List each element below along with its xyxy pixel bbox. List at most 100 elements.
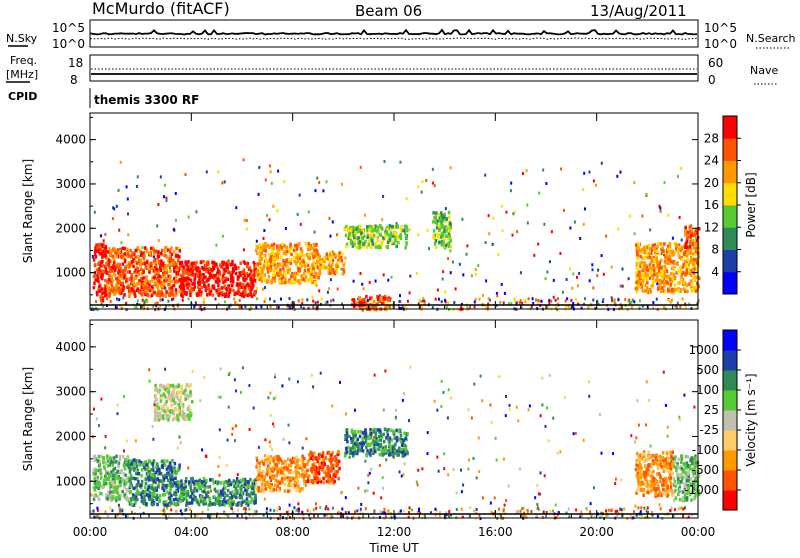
velocity-cell <box>109 457 112 461</box>
freq-label: Freq. <box>10 54 37 67</box>
velocity-cell <box>164 368 166 371</box>
power-cell <box>178 290 181 294</box>
velocity-cell <box>331 404 333 407</box>
power-cell <box>305 261 308 265</box>
power-cell <box>513 297 515 300</box>
velocity-cell <box>262 486 265 490</box>
velocity-cell <box>234 439 236 442</box>
velocity-cell <box>583 439 585 442</box>
velocity-cell <box>149 380 151 383</box>
power-cell <box>270 170 272 173</box>
velocity-cell <box>205 479 208 483</box>
power-cell <box>195 261 198 265</box>
power-cell <box>121 282 124 286</box>
nsearch-label: N.Search <box>746 32 796 45</box>
power-cell <box>162 298 164 301</box>
power-cell <box>281 263 284 267</box>
power-cell <box>635 281 638 285</box>
velocity-cell <box>333 473 336 477</box>
velocity-cell <box>549 510 551 513</box>
power-cell <box>153 259 156 263</box>
power-cell <box>215 298 217 301</box>
power-cell <box>504 292 506 295</box>
power-cell <box>574 221 576 224</box>
velocity-cell <box>264 498 266 501</box>
power-cell <box>578 272 580 275</box>
power-cell <box>277 256 280 259</box>
power-cell <box>170 262 173 266</box>
power-cell <box>157 278 160 282</box>
velocity-cell <box>239 488 242 492</box>
power-cell <box>140 268 143 272</box>
power-cell <box>589 171 591 174</box>
velocity-cell <box>439 515 441 518</box>
velocity-cell <box>185 480 188 484</box>
velocity-cell <box>165 484 168 488</box>
power-cell <box>108 274 111 278</box>
power-cell <box>209 292 212 296</box>
power-cell <box>145 279 148 283</box>
velocity-cell <box>395 416 397 419</box>
power-cell <box>102 264 105 268</box>
power-cell <box>528 297 530 300</box>
velocity-cell <box>325 507 327 510</box>
velocity-cell <box>173 498 176 502</box>
velocity-cell <box>637 506 639 509</box>
velocity-cell <box>226 464 228 467</box>
power-cell <box>644 250 647 254</box>
velocity-cell <box>242 366 244 369</box>
velocity-cell <box>279 458 282 462</box>
velocity-cell <box>132 493 135 497</box>
power-cell <box>409 275 411 278</box>
power-cell <box>353 280 355 283</box>
power-cell <box>432 182 434 185</box>
power-cell <box>595 184 597 187</box>
power-cell <box>174 294 177 298</box>
velocity-cell <box>257 478 260 482</box>
power-cell <box>257 262 260 266</box>
power-cell <box>622 268 624 271</box>
power-cell <box>261 270 264 274</box>
velocity-cell <box>288 424 290 427</box>
power-cell <box>173 229 175 232</box>
power-cell <box>141 252 144 256</box>
velocity-cell <box>204 499 207 503</box>
velocity-cell <box>102 461 105 465</box>
power-cell <box>142 255 145 258</box>
power-cell <box>157 271 160 275</box>
power-cell <box>263 255 266 259</box>
velocity-cell <box>210 490 212 493</box>
velocity-cell <box>208 503 211 507</box>
power-cell <box>501 283 503 286</box>
power-cell <box>314 271 317 275</box>
power-colorbar-tick: 4 <box>711 265 719 279</box>
power-cell <box>112 217 114 220</box>
power-cell <box>232 289 235 293</box>
velocity-cell <box>130 474 133 478</box>
power-cell <box>153 249 156 253</box>
velocity-cell <box>317 468 320 472</box>
velocity-cell <box>380 510 382 513</box>
power-cell <box>123 247 126 251</box>
power-cell <box>510 182 512 185</box>
power-cell <box>656 257 659 261</box>
power-cell <box>659 207 661 210</box>
velocity-cell <box>240 479 243 483</box>
velocity-cell <box>665 404 667 407</box>
power-cell <box>671 277 674 281</box>
velocity-cell <box>123 486 126 490</box>
power-cell <box>219 292 222 296</box>
power-cell <box>642 272 645 276</box>
velocity-cell <box>293 506 295 509</box>
power-colorbar-swatch <box>723 227 737 250</box>
velocity-cell <box>176 471 179 475</box>
power-cell <box>106 284 109 288</box>
power-cell <box>294 272 297 276</box>
velocity-cell <box>253 407 255 410</box>
power-cell <box>652 244 655 248</box>
power-cell <box>342 268 345 272</box>
power-cell <box>222 275 225 279</box>
power-cell <box>680 270 683 274</box>
power-cell <box>270 268 273 272</box>
power-cell <box>555 299 557 302</box>
